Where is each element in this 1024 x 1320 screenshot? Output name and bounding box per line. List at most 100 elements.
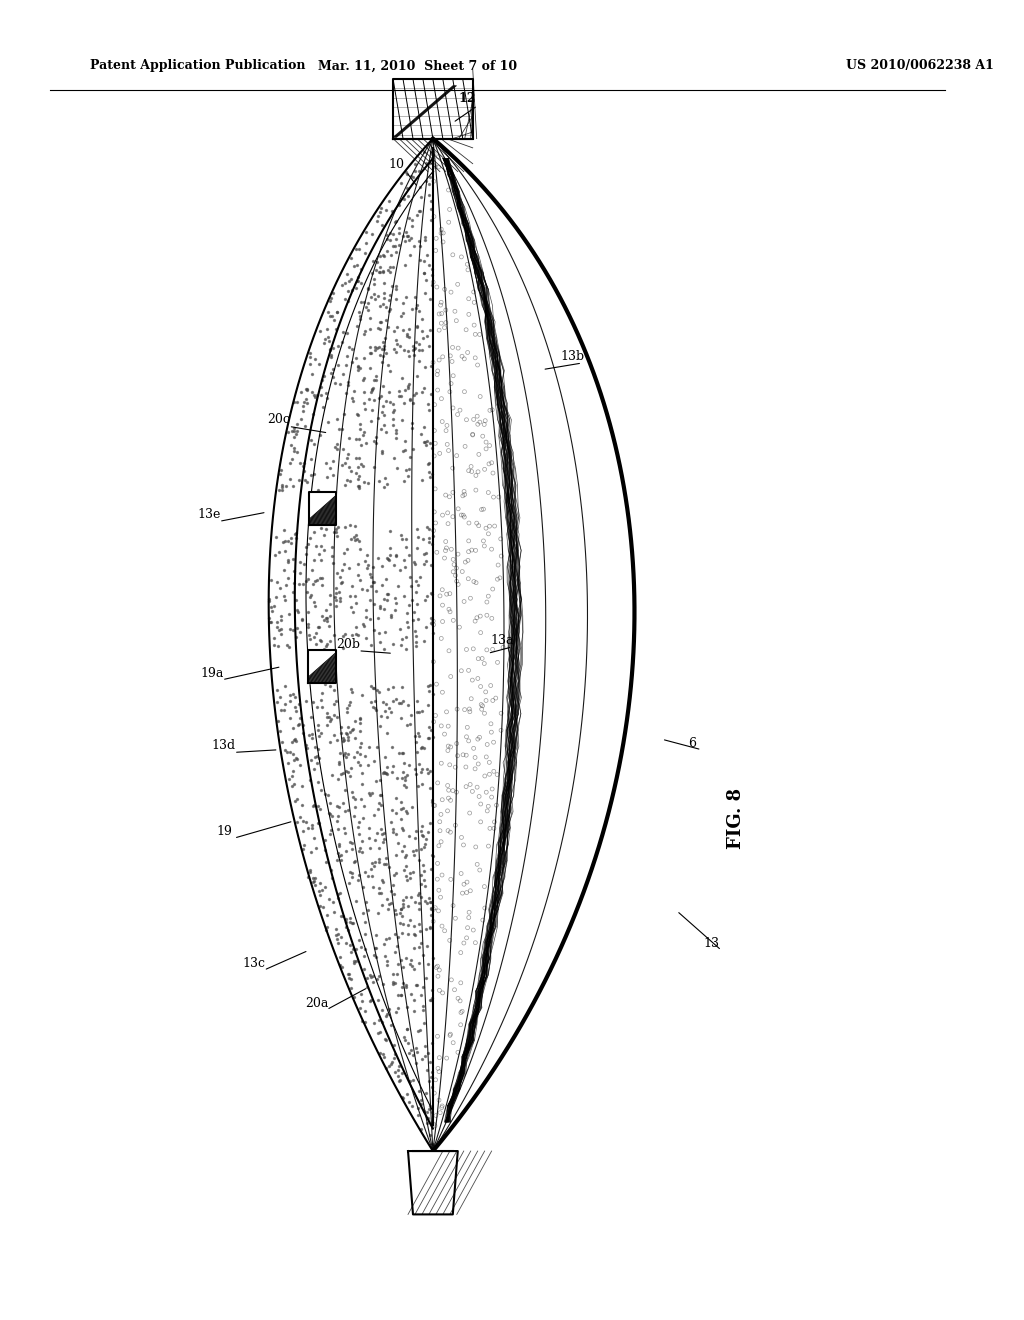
Point — [460, 342, 476, 363]
Point — [371, 387, 387, 408]
Point — [263, 611, 280, 632]
Point — [374, 556, 390, 577]
Point — [325, 366, 341, 387]
Point — [475, 531, 492, 552]
Point — [388, 903, 404, 924]
Point — [452, 400, 468, 421]
Point — [414, 816, 430, 837]
Point — [330, 887, 346, 908]
Point — [353, 434, 370, 455]
Point — [355, 471, 372, 492]
Point — [395, 818, 412, 840]
Point — [328, 582, 344, 603]
Point — [323, 339, 339, 360]
Point — [353, 830, 370, 851]
Point — [276, 560, 293, 581]
Point — [461, 902, 477, 923]
Point — [376, 414, 392, 436]
Point — [377, 700, 393, 721]
Point — [416, 378, 432, 399]
Point — [430, 157, 446, 178]
Point — [413, 1019, 429, 1040]
Point — [365, 223, 381, 244]
Point — [328, 521, 344, 543]
Point — [345, 718, 361, 739]
Point — [389, 767, 406, 788]
Point — [291, 693, 307, 714]
Point — [406, 338, 422, 359]
Point — [331, 754, 347, 775]
Point — [465, 920, 481, 941]
Text: Mar. 11, 2010  Sheet 7 of 10: Mar. 11, 2010 Sheet 7 of 10 — [318, 59, 517, 73]
Point — [404, 589, 421, 610]
Point — [455, 744, 471, 766]
Point — [286, 560, 302, 581]
Point — [365, 697, 381, 718]
Point — [329, 301, 345, 322]
Point — [424, 275, 440, 296]
Point — [485, 487, 502, 508]
Point — [442, 667, 459, 688]
Point — [317, 453, 334, 474]
Point — [319, 412, 336, 433]
Point — [355, 425, 372, 446]
Point — [394, 896, 411, 917]
Point — [313, 697, 330, 718]
Point — [383, 276, 399, 297]
Point — [308, 746, 325, 767]
Point — [377, 622, 393, 643]
Point — [282, 469, 298, 490]
Point — [433, 752, 450, 774]
Point — [436, 920, 453, 941]
Point — [398, 845, 415, 866]
Point — [473, 694, 489, 715]
Point — [457, 700, 473, 721]
Point — [394, 762, 411, 783]
Point — [411, 913, 427, 935]
Point — [334, 572, 350, 593]
Point — [281, 768, 297, 789]
Point — [425, 520, 441, 541]
Point — [375, 331, 391, 352]
Point — [407, 385, 423, 407]
Point — [425, 622, 441, 643]
Point — [458, 744, 474, 766]
Point — [374, 339, 390, 360]
Point — [300, 602, 316, 623]
Point — [362, 286, 379, 308]
Point — [323, 820, 339, 841]
Point — [337, 742, 353, 763]
Point — [440, 788, 457, 809]
Point — [493, 719, 509, 741]
Point — [368, 366, 384, 387]
Point — [335, 363, 351, 384]
Point — [392, 1069, 409, 1090]
Point — [419, 430, 435, 451]
Point — [402, 227, 419, 248]
Point — [339, 697, 355, 718]
Point — [315, 638, 332, 659]
Point — [325, 359, 341, 380]
Point — [396, 556, 413, 577]
Point — [409, 570, 425, 591]
Point — [367, 937, 383, 958]
Point — [393, 906, 410, 927]
Point — [404, 417, 421, 438]
Point — [412, 235, 428, 256]
Point — [387, 211, 403, 232]
Point — [379, 723, 395, 744]
Point — [469, 355, 485, 376]
Point — [400, 207, 417, 228]
Point — [388, 803, 404, 824]
Point — [467, 323, 483, 345]
Point — [340, 717, 356, 738]
Point — [447, 756, 464, 777]
Point — [456, 591, 472, 612]
Point — [345, 391, 361, 412]
Point — [311, 424, 328, 445]
Point — [425, 684, 441, 705]
Point — [422, 288, 438, 309]
Point — [350, 475, 367, 496]
Point — [330, 335, 346, 356]
Point — [459, 882, 475, 903]
